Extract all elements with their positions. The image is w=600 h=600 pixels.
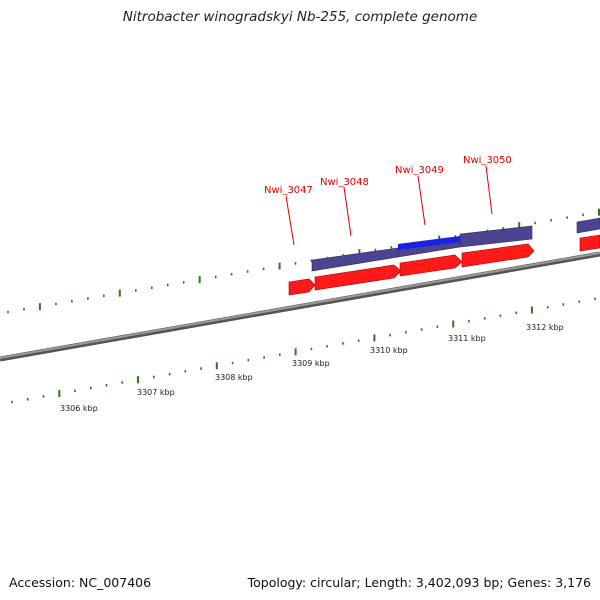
topology-text: Topology: circular; Length: 3,402,093 bp… [247,575,591,590]
cds-band-highlight[interactable] [398,236,460,250]
gene-arrow-nwi-3049[interactable] [399,254,463,277]
gene-arrow-nwi-3048[interactable] [314,264,402,291]
genome-title: Nitrobacter winogradskyi Nb-255, complet… [122,9,478,25]
cds-track [311,217,600,272]
gene-track [288,234,600,296]
scale-label-3308: 3308 kbp [215,373,253,382]
gene-label-nwi-3050[interactable]: Nwi_3050 [463,155,512,166]
scale-label-3311: 3311 kbp [448,334,486,343]
upper-tick-track [7,208,600,314]
cds-band-3[interactable] [459,225,533,248]
scale-label-3310: 3310 kbp [370,346,408,355]
gene-label-nwi-3048[interactable]: Nwi_3048 [320,177,369,188]
genome-backbone-highlight [0,252,600,359]
gene-arrow-nwi-3047[interactable] [288,278,316,296]
cds-band-4[interactable] [576,217,600,234]
scale-label-3306: 3306 kbp [60,404,98,413]
accession-text: Accession: NC_007406 [9,575,152,590]
gene-arrow-nwi-3050[interactable] [461,243,535,268]
gene-arrow-edge[interactable] [579,234,600,252]
scale-label-3309: 3309 kbp [292,359,330,368]
lower-tick-track [11,297,596,404]
gene-leaders [285,165,493,246]
gene-label-nwi-3047[interactable]: Nwi_3047 [264,185,313,196]
scale-label-3307: 3307 kbp [137,388,175,397]
scale-label-3312: 3312 kbp [526,323,564,332]
gene-label-nwi-3049[interactable]: Nwi_3049 [395,165,444,176]
